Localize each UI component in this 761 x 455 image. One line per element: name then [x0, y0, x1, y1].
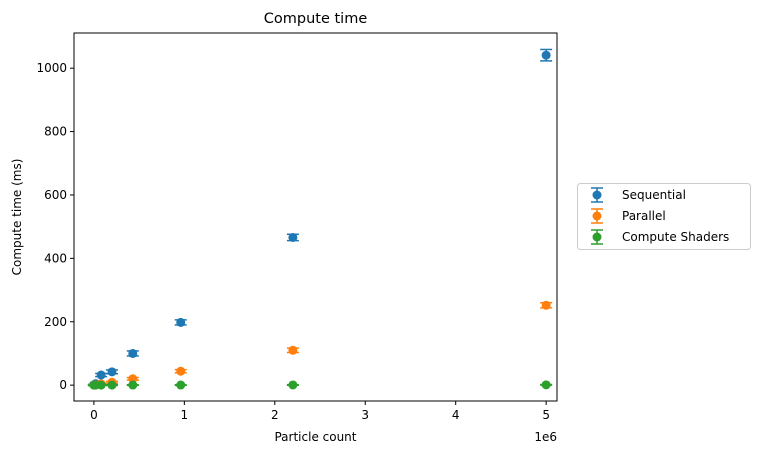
data-point	[107, 380, 117, 390]
chart-title: Compute time	[264, 11, 368, 27]
data-point	[541, 380, 551, 390]
legend-marker	[592, 232, 602, 242]
x-tick-label: 0	[90, 408, 98, 422]
series-compute-shaders	[87, 380, 553, 390]
x-tick-label: 2	[271, 408, 279, 422]
x-axis-offset-label: 1e6	[534, 430, 557, 444]
data-point	[541, 300, 551, 310]
legend-entry: Parallel	[591, 208, 666, 224]
data-point	[96, 370, 106, 380]
legend-entry: Compute Shaders	[591, 229, 729, 245]
x-axis-ticks: 0 1 2 3 4 5	[90, 401, 550, 422]
data-point	[176, 380, 186, 390]
series-sequential	[87, 48, 553, 390]
x-tick-label: 4	[452, 408, 460, 422]
legend-frame	[577, 183, 751, 250]
axes-frame	[73, 32, 558, 402]
data-point	[288, 232, 298, 242]
data-point	[107, 367, 117, 377]
y-tick-label: 200	[44, 315, 67, 329]
y-axis-ticks: 0 200 400 600 800 1000	[36, 61, 74, 392]
data-point	[176, 317, 186, 327]
legend-entry: Sequential	[591, 187, 686, 203]
data-point	[288, 345, 298, 355]
legend-label: Parallel	[622, 209, 666, 223]
y-tick-label: 400	[44, 251, 67, 265]
data-point	[541, 50, 551, 60]
y-axis-title: Compute time (ms)	[10, 159, 24, 276]
x-tick-label: 3	[361, 408, 369, 422]
data-markers	[87, 48, 553, 390]
y-tick-label: 0	[59, 378, 67, 392]
x-tick-label: 1	[181, 408, 189, 422]
data-point	[288, 380, 298, 390]
data-point	[128, 380, 138, 390]
data-point	[96, 380, 106, 390]
data-point	[176, 366, 186, 376]
legend: Sequential Parallel Compute Shaders	[577, 183, 751, 250]
legend-marker	[592, 211, 602, 221]
legend-label: Sequential	[622, 188, 686, 202]
y-tick-label: 600	[44, 188, 67, 202]
x-axis-title: Particle count	[274, 430, 356, 444]
y-tick-label: 800	[44, 125, 67, 139]
legend-label: Compute Shaders	[622, 230, 729, 244]
data-point	[128, 374, 138, 384]
x-tick-label: 5	[542, 408, 550, 422]
y-tick-label: 1000	[36, 61, 67, 75]
series-parallel	[87, 300, 553, 390]
data-point	[128, 348, 138, 358]
legend-marker	[592, 190, 602, 200]
